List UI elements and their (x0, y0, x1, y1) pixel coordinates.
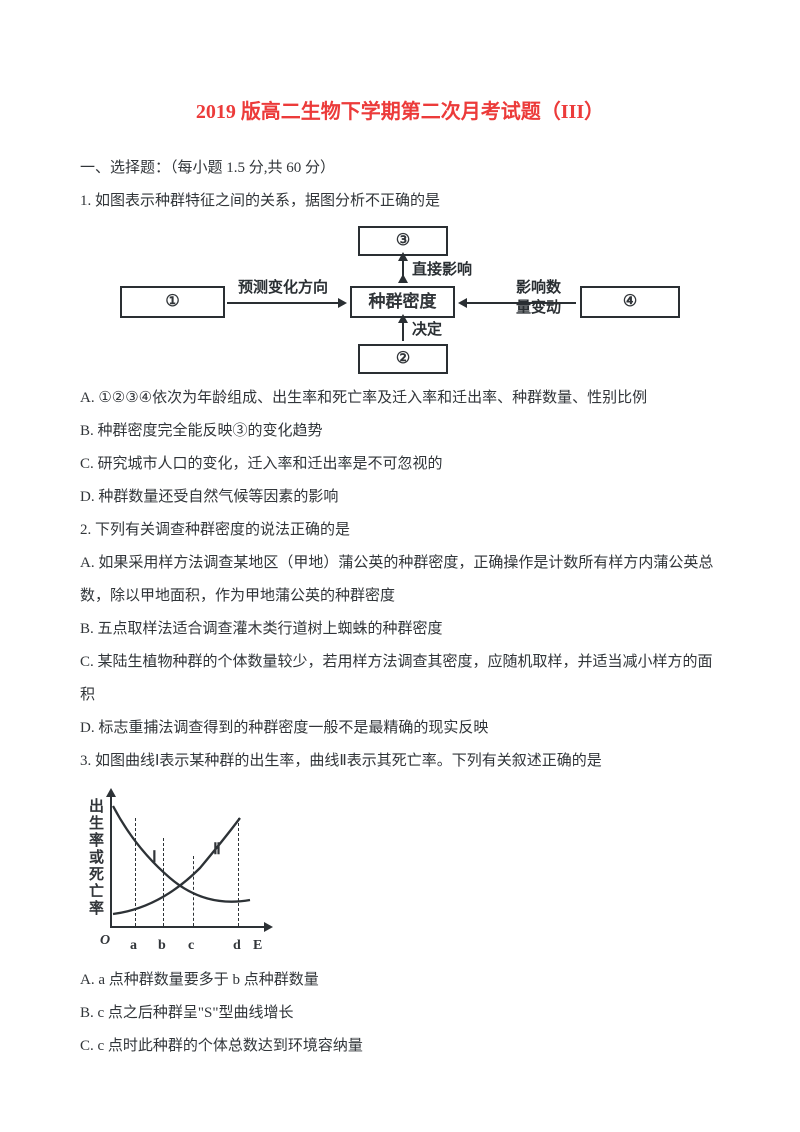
section-header: 一、选择题：（每小题 1.5 分,共 60 分） (80, 152, 720, 185)
q3-stem: 3. 如图曲线Ⅰ表示某种群的出生率，曲线Ⅱ表示其死亡率。下列有关叙述正确的是 (80, 745, 720, 778)
label-top: 直接影响 (412, 254, 472, 287)
q2-stem: 2. 下列有关调查种群密度的说法正确的是 (80, 514, 720, 547)
page-title: 2019 版高二生物下学期第二次月考试题（III） (80, 90, 720, 134)
q1-option-c: C. 研究城市人口的变化，迁入率和迁出率是不可忽视的 (80, 448, 720, 481)
q2-option-d: D. 标志重捕法调查得到的种群密度一般不是最精确的现实反映 (80, 712, 720, 745)
q2-option-a: A. 如果采用样方法调查某地区（甲地）蒲公英的种群密度，正确操作是计数所有样方内… (80, 547, 720, 613)
arrow-center-3 (402, 259, 404, 283)
q2-option-c: C. 某陆生植物种群的个体数量较少，若用样方法调查其密度，应随机取样，并适当减小… (80, 646, 720, 712)
q3-option-c: C. c 点时此种群的个体总数达到环境容纳量 (80, 1030, 720, 1063)
q1-option-d: D. 种群数量还受自然气候等因素的影响 (80, 481, 720, 514)
diagram-box-4: ④ (580, 286, 680, 318)
q3-option-b: B. c 点之后种群呈"S"型曲线增长 (80, 997, 720, 1030)
q2-option-b: B. 五点取样法适合调查灌木类行道树上蜘蛛的种群密度 (80, 613, 720, 646)
graph-curves (80, 788, 270, 958)
curve-label-2: Ⅱ (213, 832, 221, 867)
q3-option-a: A. a 点种群数量要多于 b 点种群数量 (80, 964, 720, 997)
q1-stem: 1. 如图表示种群特征之间的关系，据图分析不正确的是 (80, 185, 720, 218)
curve-label-1: Ⅰ (152, 840, 157, 875)
label-left: 预测变化方向 (238, 272, 328, 305)
q1-option-b: B. 种群密度完全能反映③的变化趋势 (80, 415, 720, 448)
q1-option-a: A. ①②③④依次为年龄组成、出生率和死亡率及迁入率和迁出率、种群数量、性别比例 (80, 382, 720, 415)
label-bottom: 决定 (412, 314, 442, 347)
q1-diagram: ③ 种群密度 ① ④ ② 预测变化方向 直接影响 决定 影响数 量变动 (120, 226, 680, 376)
label-right-2: 量变动 (516, 292, 561, 325)
q3-graph: 出生率或死亡率 O a b c d E Ⅰ Ⅱ (80, 788, 270, 958)
diagram-box-1: ① (120, 286, 225, 318)
arrow-2-center (402, 322, 404, 341)
diagram-box-2: ② (358, 344, 448, 374)
